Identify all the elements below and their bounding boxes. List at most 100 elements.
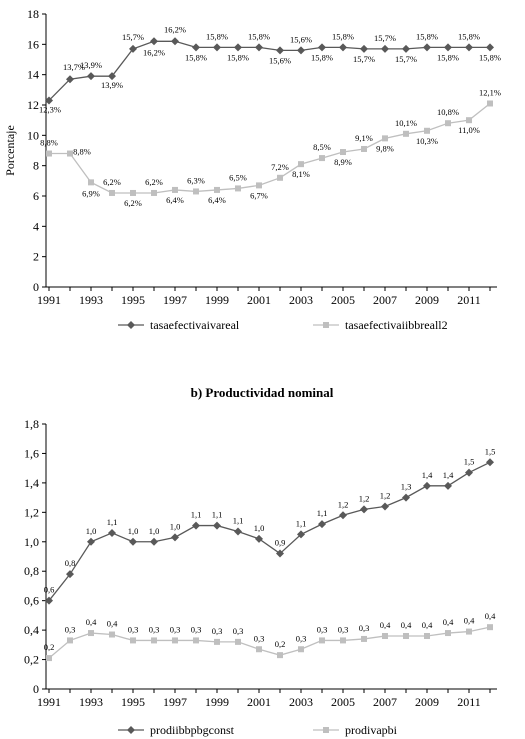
data-label: 6,4%	[208, 195, 226, 205]
data-point	[129, 537, 137, 546]
data-point	[66, 570, 74, 579]
y-tick-label: 1,8	[24, 417, 39, 431]
data-point	[277, 652, 283, 659]
data-label: 12,1%	[479, 87, 501, 97]
chart-1: Porcentaje 0 2 4 6 8 10 12 14 16 18 1991 1993 1995 199…	[3, 7, 501, 332]
data-point	[361, 635, 367, 642]
legend-label: prodiibbpbgconst	[150, 723, 235, 737]
data-point	[444, 43, 452, 52]
series-prodiibbpbgconst: 0,6 0,8 1,0 1,1 1,0 1,0 1,0 1,1 1,1 1,1 1,0 0,9 1,1 1…	[44, 446, 496, 605]
data-point	[193, 188, 199, 195]
data-label: 16,2%	[164, 24, 186, 34]
chart-2: b) Productividad nominal 0 0,2 0,4 0,6 0,8 1,0…	[24, 385, 497, 737]
y-tick-label: 0,6	[24, 594, 39, 608]
data-point	[88, 179, 94, 186]
y-tick-label: 6	[33, 189, 39, 203]
data-label: 0,4	[464, 616, 475, 626]
data-point	[424, 633, 430, 639]
legend-label: tasaefectivaiibbreall2	[345, 318, 448, 332]
data-point	[151, 637, 157, 644]
data-label: 8,8%	[40, 138, 58, 148]
y-tick-label: 12	[27, 98, 39, 112]
y-tick-label: 8	[33, 159, 39, 173]
data-label: 0,3	[128, 624, 139, 634]
legend-marker	[323, 727, 329, 733]
data-point	[423, 43, 431, 52]
data-point	[466, 117, 472, 124]
data-point	[192, 521, 200, 530]
data-label: 0,3	[254, 633, 265, 643]
data-point	[87, 72, 95, 81]
y-tick-label: 10	[27, 128, 39, 142]
data-label: 0,3	[65, 624, 76, 634]
data-label: 0,4	[380, 620, 391, 630]
data-label: 15,8%	[206, 31, 228, 41]
data-point	[213, 43, 221, 52]
y-axis-label: Porcentaje	[3, 125, 17, 176]
data-label: 1,5	[485, 446, 496, 456]
data-label: 0,3	[212, 626, 223, 636]
data-label: 0,3	[338, 624, 349, 634]
data-label: 0,3	[233, 626, 244, 636]
data-label: 6,2%	[103, 177, 121, 187]
data-point	[109, 631, 115, 638]
data-label: 13,9%	[101, 80, 123, 90]
x-tick-label: 2003	[289, 293, 313, 307]
data-point	[340, 149, 346, 156]
x-tick-label: 2011	[457, 293, 481, 307]
data-label: 0,3	[170, 624, 181, 634]
data-point	[88, 630, 94, 637]
data-label: 7,2%	[271, 162, 289, 172]
data-point	[276, 549, 284, 558]
data-point	[67, 150, 73, 157]
data-label: 0,8	[65, 558, 76, 568]
data-label: 12,3%	[39, 104, 61, 114]
legend-entry: tasaefectivaiibbreall2	[313, 318, 448, 332]
data-label: 1,1	[233, 515, 244, 525]
data-point	[298, 161, 304, 168]
data-label: 0,3	[317, 624, 328, 634]
data-point	[382, 633, 388, 639]
y-tick-label: 0,2	[24, 653, 39, 667]
data-label: 0,4	[86, 617, 97, 627]
data-point	[403, 633, 409, 639]
data-point	[171, 37, 179, 46]
y-tick-label: 4	[33, 219, 39, 233]
data-label: 0,4	[485, 611, 496, 621]
data-label: 1,0	[128, 526, 139, 536]
data-point	[360, 44, 368, 53]
data-label: 16,2%	[143, 47, 165, 57]
data-point	[172, 186, 178, 193]
y-tick-label: 18	[27, 7, 39, 21]
data-label: 1,1	[212, 510, 223, 520]
y-tick-label: 1,0	[24, 535, 39, 549]
data-label: 15,6%	[269, 55, 291, 65]
data-label: 1,1	[317, 508, 328, 518]
x-tick-label: 1997	[163, 293, 187, 307]
legend-entry: tasaefectivaivareal	[118, 318, 240, 332]
data-label: 10,3%	[416, 136, 438, 146]
data-label: 0,4	[422, 620, 433, 630]
legend-marker	[323, 322, 329, 328]
data-label: 0,3	[191, 624, 202, 634]
data-label: 15,8%	[458, 31, 480, 41]
y-tick-label: 1,6	[24, 446, 39, 460]
x-tick-label: 2005	[331, 293, 355, 307]
data-label: 9,8%	[376, 143, 394, 153]
data-label: 0,3	[149, 624, 160, 634]
data-point	[87, 537, 95, 546]
data-label: 1,0	[170, 521, 181, 531]
data-label: 0,9	[275, 538, 286, 548]
legend-entry: prodiibbpbgconst	[118, 723, 235, 737]
x-tick-label: 2005	[331, 695, 355, 709]
data-label: 13,9%	[80, 60, 102, 70]
data-point	[318, 43, 326, 52]
data-point	[45, 596, 53, 605]
x-tick-label: 1997	[163, 695, 187, 709]
data-label: 1,2	[380, 490, 391, 500]
data-point	[213, 521, 221, 530]
data-point	[150, 537, 158, 546]
data-point	[46, 150, 52, 157]
y-tick-label: 1,2	[24, 505, 39, 519]
data-point	[234, 43, 242, 52]
